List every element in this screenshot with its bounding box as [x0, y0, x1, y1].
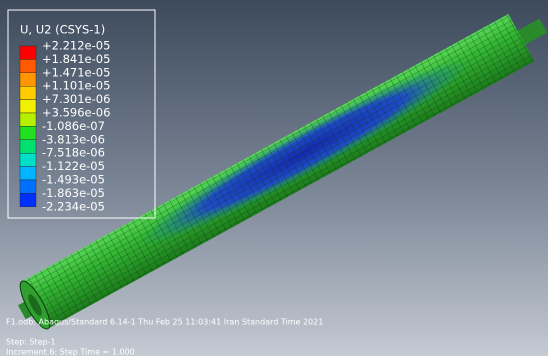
- legend-swatch: [20, 46, 36, 59]
- footer-line: F1.odb: Abaqus/Standard 6.14-1 Thu Feb 2…: [6, 318, 323, 327]
- legend: +2.212e-05+1.841e-05+1.471e-05+1.101e-05…: [20, 39, 110, 214]
- legend-swatch: [20, 100, 36, 113]
- legend-label: +1.101e-05: [42, 79, 110, 93]
- legend-label: -1.863e-05: [42, 186, 105, 200]
- abaqus-viewport: U, U2 (CSYS-1) +2.212e-05+1.841e-05+1.47…: [0, 0, 548, 356]
- legend-swatch: [20, 193, 36, 206]
- legend-swatch: [20, 140, 36, 153]
- legend-label: +7.301e-06: [42, 92, 110, 106]
- legend-label: -2.234e-05: [42, 199, 105, 213]
- legend-swatch: [20, 113, 36, 126]
- legend-label: +1.471e-05: [42, 65, 110, 79]
- legend-swatch: [20, 126, 36, 139]
- legend-label: -1.122e-05: [42, 159, 105, 173]
- legend-label: +3.596e-06: [42, 106, 110, 120]
- legend-swatch: [20, 153, 36, 166]
- viewport: U, U2 (CSYS-1) +2.212e-05+1.841e-05+1.47…: [0, 0, 548, 356]
- footer-line: Increment 6: Step Time = 1.000: [6, 348, 135, 356]
- legend-label: -1.493e-05: [42, 173, 105, 187]
- legend-swatch: [20, 167, 36, 180]
- legend-label: -1.086e-07: [42, 119, 105, 133]
- legend-swatch: [20, 59, 36, 72]
- legend-label: -7.518e-06: [42, 146, 105, 160]
- legend-title: U, U2 (CSYS-1): [20, 23, 105, 37]
- legend-label: +2.212e-05: [42, 39, 110, 53]
- footer-line: Step: Step-1: [6, 338, 56, 347]
- legend-swatch: [20, 86, 36, 99]
- legend-swatch: [20, 73, 36, 86]
- legend-label: +1.841e-05: [42, 52, 110, 66]
- legend-swatch: [20, 180, 36, 193]
- legend-label: -3.813e-06: [42, 132, 105, 146]
